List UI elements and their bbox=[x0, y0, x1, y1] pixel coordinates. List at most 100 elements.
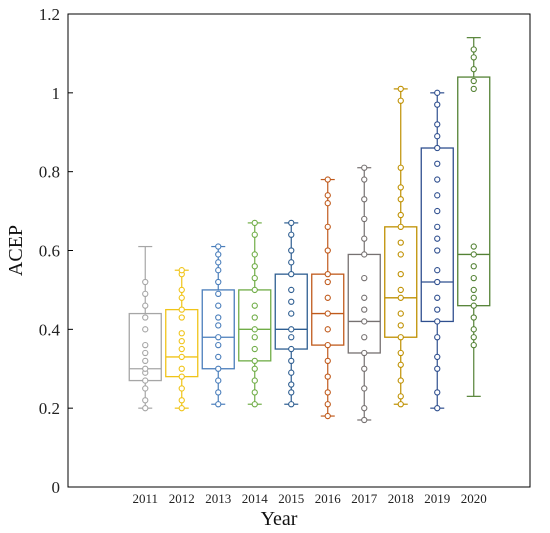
data-point bbox=[324, 278, 331, 286]
data-point bbox=[178, 405, 185, 412]
data-point bbox=[215, 341, 222, 349]
data-point bbox=[142, 397, 149, 404]
data-point bbox=[361, 385, 368, 392]
data-point bbox=[324, 270, 331, 278]
data-point bbox=[397, 361, 404, 368]
data-point bbox=[361, 334, 368, 341]
data-point bbox=[397, 377, 404, 384]
data-point bbox=[361, 416, 368, 424]
y-tick-label: 0.6 bbox=[39, 242, 60, 261]
x-tick-label: 2014 bbox=[242, 491, 269, 506]
data-point bbox=[251, 314, 258, 321]
data-point bbox=[470, 334, 477, 341]
data-point bbox=[215, 290, 222, 298]
x-tick-label: 2017 bbox=[351, 491, 378, 506]
data-point bbox=[470, 243, 477, 250]
data-point bbox=[324, 401, 331, 408]
data-point bbox=[288, 389, 295, 396]
data-point bbox=[251, 389, 258, 396]
box-2011 bbox=[128, 245, 162, 412]
box-iqr bbox=[457, 76, 491, 307]
data-point bbox=[434, 207, 441, 215]
data-point bbox=[470, 302, 477, 309]
data-point bbox=[361, 405, 368, 412]
data-point bbox=[251, 219, 258, 227]
data-point bbox=[142, 302, 149, 309]
data-point bbox=[324, 389, 331, 396]
data-point bbox=[324, 176, 331, 183]
data-point bbox=[215, 259, 222, 266]
data-point bbox=[324, 223, 331, 230]
data-point bbox=[288, 357, 295, 365]
data-point bbox=[434, 405, 441, 412]
x-tick-label: 2015 bbox=[278, 491, 304, 506]
box-2019 bbox=[420, 89, 454, 412]
data-point bbox=[470, 314, 477, 321]
data-point bbox=[434, 267, 441, 274]
x-tick-label: 2016 bbox=[315, 491, 342, 506]
data-point bbox=[178, 294, 185, 301]
data-point bbox=[178, 373, 185, 380]
data-point bbox=[251, 345, 258, 353]
data-point bbox=[324, 294, 331, 301]
data-point bbox=[434, 294, 441, 301]
y-tick-label: 0.8 bbox=[39, 163, 60, 182]
data-point bbox=[215, 322, 222, 329]
data-point bbox=[215, 314, 222, 321]
data-point bbox=[470, 341, 477, 349]
data-point bbox=[142, 377, 149, 384]
y-tick-label: 0.4 bbox=[39, 320, 61, 339]
data-point bbox=[215, 389, 222, 396]
data-point bbox=[361, 274, 368, 282]
data-point bbox=[434, 306, 441, 313]
data-point bbox=[434, 144, 441, 152]
data-point bbox=[178, 267, 185, 274]
data-point bbox=[397, 334, 404, 341]
x-tick-label: 2011 bbox=[132, 491, 158, 506]
data-point bbox=[215, 401, 222, 408]
data-point bbox=[215, 302, 222, 309]
data-point bbox=[397, 401, 404, 408]
data-point bbox=[361, 215, 368, 223]
data-point bbox=[397, 251, 404, 258]
data-point bbox=[288, 401, 295, 408]
data-point bbox=[324, 192, 331, 199]
data-point bbox=[288, 219, 295, 227]
data-point bbox=[288, 286, 295, 294]
data-point bbox=[397, 310, 404, 317]
data-point bbox=[288, 259, 295, 266]
data-point bbox=[288, 298, 295, 305]
y-tick-label: 0.2 bbox=[39, 399, 60, 418]
data-point bbox=[470, 286, 477, 294]
data-point bbox=[178, 314, 185, 321]
data-point bbox=[470, 46, 477, 53]
data-point bbox=[434, 353, 441, 361]
data-point bbox=[434, 389, 441, 396]
data-point bbox=[215, 251, 222, 258]
box-2017 bbox=[347, 164, 381, 424]
data-point bbox=[251, 302, 258, 309]
data-point bbox=[397, 223, 404, 230]
data-point bbox=[397, 349, 404, 357]
box-2013 bbox=[201, 243, 235, 408]
data-point bbox=[434, 334, 441, 341]
data-point bbox=[288, 345, 295, 353]
data-point bbox=[251, 286, 258, 294]
data-point bbox=[324, 412, 331, 420]
data-point bbox=[324, 247, 331, 254]
data-point bbox=[397, 211, 404, 219]
data-point bbox=[361, 294, 368, 301]
data-point bbox=[288, 231, 295, 238]
data-point bbox=[434, 192, 441, 199]
box-iqr bbox=[311, 273, 345, 346]
data-point bbox=[288, 381, 295, 388]
data-point bbox=[288, 310, 295, 317]
data-point bbox=[142, 357, 149, 365]
data-point bbox=[251, 263, 258, 270]
data-point bbox=[470, 263, 477, 270]
data-point bbox=[178, 306, 185, 313]
box-2012 bbox=[165, 267, 199, 412]
box-2014 bbox=[238, 219, 272, 408]
data-point bbox=[288, 247, 295, 254]
